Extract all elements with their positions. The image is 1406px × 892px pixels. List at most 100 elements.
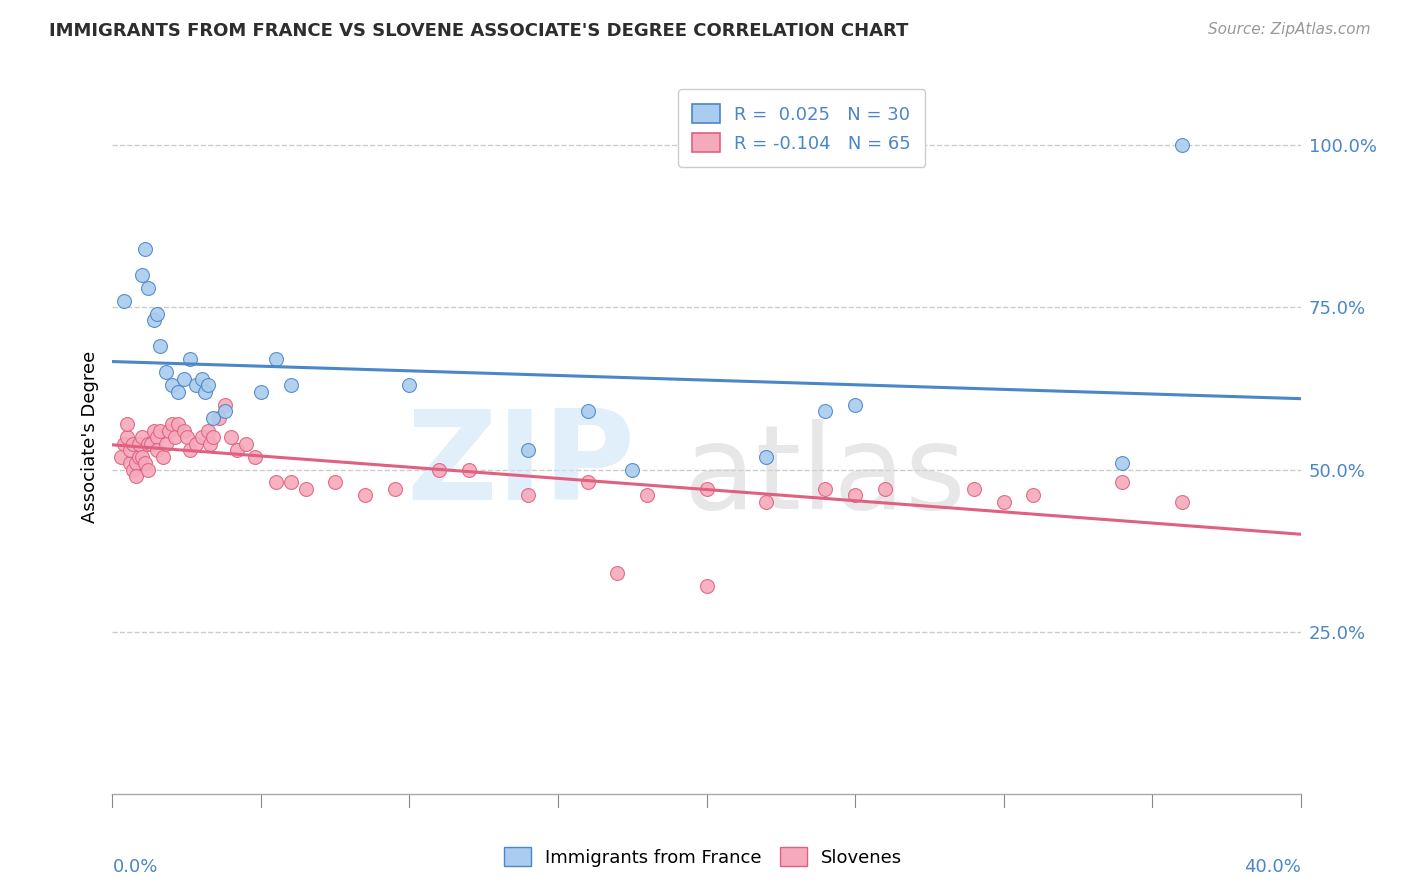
Point <box>160 378 183 392</box>
Point <box>621 462 644 476</box>
Point <box>214 398 236 412</box>
Point <box>146 443 169 458</box>
Y-axis label: Associate's Degree: Associate's Degree <box>80 351 98 524</box>
Legend: R =  0.025   N = 30, R = -0.104   N = 65: R = 0.025 N = 30, R = -0.104 N = 65 <box>678 89 925 167</box>
Point <box>280 475 302 490</box>
Point <box>1170 495 1192 509</box>
Point <box>136 281 159 295</box>
Point <box>173 372 195 386</box>
Point <box>136 462 159 476</box>
Point <box>184 378 207 392</box>
Text: ZIP: ZIP <box>406 405 636 526</box>
Point <box>250 384 273 399</box>
Point <box>844 488 866 502</box>
Point <box>197 424 219 438</box>
Point <box>134 456 156 470</box>
Point <box>112 293 135 308</box>
Point <box>208 410 231 425</box>
Point <box>1111 456 1133 470</box>
Point <box>517 488 540 502</box>
Point <box>606 566 628 581</box>
Point <box>122 462 145 476</box>
Point <box>143 313 166 327</box>
Point <box>120 456 142 470</box>
Point <box>190 372 212 386</box>
Point <box>193 384 215 399</box>
Point <box>179 352 201 367</box>
Point <box>166 417 188 431</box>
Point <box>117 430 139 444</box>
Point <box>125 469 148 483</box>
Point <box>149 339 172 353</box>
Point <box>427 462 450 476</box>
Point <box>179 443 201 458</box>
Point <box>117 417 139 431</box>
Point <box>1170 138 1192 153</box>
Point <box>517 443 540 458</box>
Point <box>110 450 132 464</box>
Point <box>963 482 986 496</box>
Point <box>993 495 1015 509</box>
Point <box>146 307 169 321</box>
Point <box>136 436 159 450</box>
Point <box>143 424 166 438</box>
Point <box>576 404 599 418</box>
Point <box>125 456 148 470</box>
Point <box>384 482 406 496</box>
Point <box>202 410 225 425</box>
Text: 0.0%: 0.0% <box>112 858 157 876</box>
Legend: Immigrants from France, Slovenes: Immigrants from France, Slovenes <box>496 840 910 874</box>
Point <box>139 436 162 450</box>
Point <box>1022 488 1045 502</box>
Point <box>814 482 837 496</box>
Point <box>243 450 266 464</box>
Point <box>202 430 225 444</box>
Point <box>157 424 180 438</box>
Point <box>152 450 174 464</box>
Point <box>755 450 778 464</box>
Point <box>155 436 177 450</box>
Text: atlas: atlas <box>685 419 966 533</box>
Point <box>264 475 287 490</box>
Point <box>576 475 599 490</box>
Point <box>190 430 212 444</box>
Point <box>173 424 195 438</box>
Point <box>398 378 420 392</box>
Point <box>149 424 172 438</box>
Point <box>131 450 153 464</box>
Text: 40.0%: 40.0% <box>1244 858 1301 876</box>
Point <box>323 475 346 490</box>
Point <box>112 436 135 450</box>
Point <box>128 450 150 464</box>
Point <box>131 268 153 282</box>
Point <box>280 378 302 392</box>
Point <box>122 436 145 450</box>
Point <box>134 242 156 256</box>
Point <box>155 365 177 379</box>
Point <box>696 579 718 593</box>
Point <box>636 488 658 502</box>
Point <box>160 417 183 431</box>
Point <box>294 482 316 496</box>
Point <box>200 436 222 450</box>
Point <box>197 378 219 392</box>
Point <box>128 436 150 450</box>
Point <box>163 430 186 444</box>
Point <box>755 495 778 509</box>
Point <box>176 430 198 444</box>
Point <box>184 436 207 450</box>
Point <box>873 482 896 496</box>
Point <box>131 430 153 444</box>
Point <box>226 443 249 458</box>
Point <box>844 398 866 412</box>
Point <box>457 462 479 476</box>
Text: IMMIGRANTS FROM FRANCE VS SLOVENE ASSOCIATE'S DEGREE CORRELATION CHART: IMMIGRANTS FROM FRANCE VS SLOVENE ASSOCI… <box>49 22 908 40</box>
Point <box>1111 475 1133 490</box>
Text: Source: ZipAtlas.com: Source: ZipAtlas.com <box>1208 22 1371 37</box>
Point <box>354 488 377 502</box>
Point <box>696 482 718 496</box>
Point <box>219 430 242 444</box>
Point <box>814 404 837 418</box>
Point <box>235 436 257 450</box>
Point <box>214 404 236 418</box>
